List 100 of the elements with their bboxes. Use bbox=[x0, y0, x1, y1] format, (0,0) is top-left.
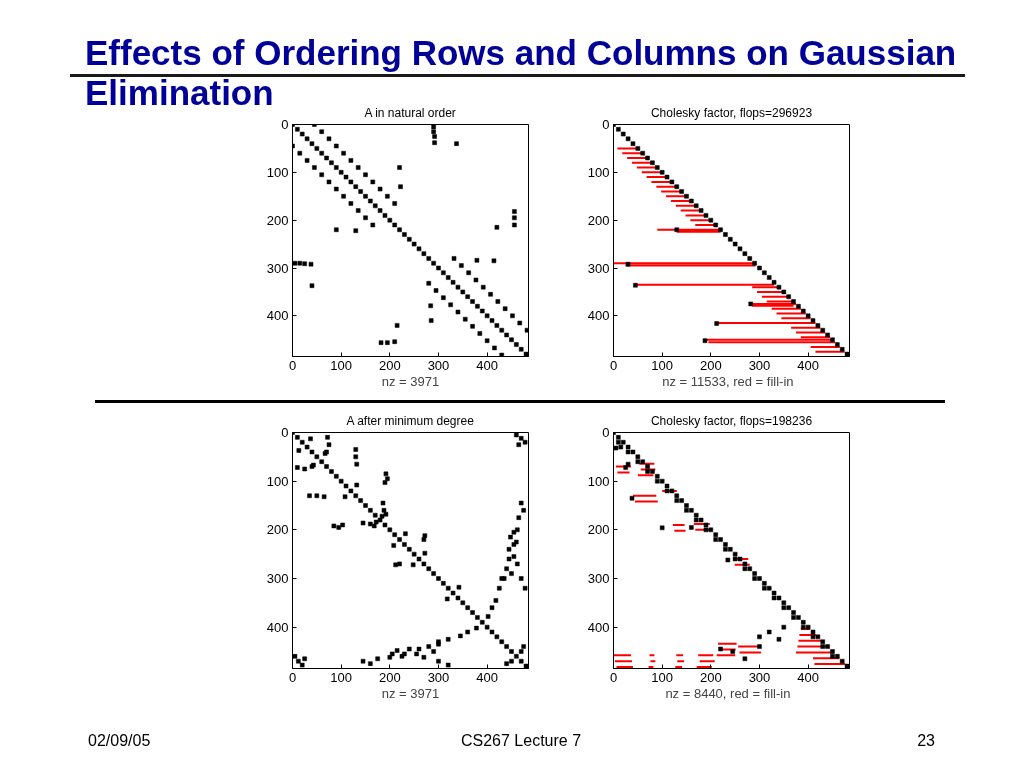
point bbox=[689, 198, 694, 204]
point bbox=[820, 327, 825, 333]
point bbox=[830, 337, 835, 343]
y-tick-label: 100 bbox=[266, 164, 289, 180]
x-tick-label: 300 bbox=[427, 357, 450, 373]
point bbox=[698, 208, 704, 213]
x-tick-label: 400 bbox=[476, 357, 498, 373]
point bbox=[620, 131, 626, 137]
y-tick-label: 200 bbox=[266, 522, 289, 538]
point bbox=[835, 342, 840, 347]
point bbox=[766, 275, 772, 280]
x-tick-label: 300 bbox=[427, 669, 450, 685]
point bbox=[640, 150, 645, 156]
point bbox=[810, 318, 816, 323]
point bbox=[801, 308, 806, 314]
x-tick-label: 100 bbox=[651, 669, 674, 685]
point bbox=[718, 227, 723, 232]
y-tick-label: 200 bbox=[587, 522, 610, 538]
point bbox=[844, 351, 850, 357]
point bbox=[702, 338, 708, 343]
chart-title: A after minimum degree bbox=[346, 413, 475, 428]
point bbox=[839, 347, 845, 352]
point bbox=[625, 261, 631, 267]
y-tick-label: 0 bbox=[281, 117, 289, 132]
point bbox=[825, 332, 830, 338]
y-tick-label: 100 bbox=[266, 473, 289, 489]
x-tick-label: 400 bbox=[797, 357, 819, 373]
point bbox=[684, 194, 689, 199]
point bbox=[655, 165, 660, 170]
x-tick-label: 200 bbox=[699, 357, 722, 373]
point bbox=[625, 136, 631, 142]
point bbox=[659, 170, 665, 175]
point bbox=[708, 217, 714, 223]
point bbox=[748, 301, 753, 307]
x-tick-label: 300 bbox=[748, 669, 771, 685]
text: 02/09/05 bbox=[88, 731, 151, 751]
point bbox=[693, 203, 699, 209]
point bbox=[815, 323, 821, 328]
point bbox=[713, 222, 718, 228]
x-tick-label: 400 bbox=[797, 669, 819, 685]
point bbox=[645, 155, 650, 161]
point bbox=[674, 184, 680, 189]
y-tick-label: 200 bbox=[587, 212, 610, 228]
point bbox=[703, 213, 709, 218]
x-axis-title: nz = 3971 bbox=[381, 373, 440, 389]
point bbox=[771, 280, 777, 285]
x-tick-label: 100 bbox=[651, 357, 674, 373]
point bbox=[732, 241, 738, 247]
point bbox=[650, 160, 655, 166]
point bbox=[747, 256, 752, 261]
y-tick-label: 300 bbox=[587, 260, 610, 276]
point bbox=[757, 265, 762, 271]
point bbox=[742, 251, 748, 256]
x-tick-label: 100 bbox=[330, 669, 353, 685]
y-tick-label: 100 bbox=[587, 164, 610, 180]
chart-title: Cholesky factor, flops=296923 bbox=[650, 105, 813, 120]
point bbox=[674, 227, 680, 232]
point bbox=[714, 321, 719, 326]
y-tick-label: 300 bbox=[266, 570, 289, 586]
point bbox=[679, 189, 684, 194]
point bbox=[630, 141, 636, 146]
y-tick-label: 300 bbox=[587, 570, 610, 586]
x-tick-label: 200 bbox=[378, 357, 401, 373]
text: CS267 Lecture 7 bbox=[460, 731, 582, 751]
y-tick-label: 400 bbox=[587, 619, 610, 635]
y-tick-label: 400 bbox=[266, 619, 289, 635]
y-tick-label: 0 bbox=[602, 425, 610, 440]
x-axis-title: nz = 3971 bbox=[381, 685, 440, 701]
x-axis-title: nz = 11533, red = fill-in bbox=[662, 373, 794, 389]
point bbox=[762, 270, 767, 276]
point bbox=[635, 146, 641, 151]
y-tick-label: 200 bbox=[266, 212, 289, 228]
point bbox=[752, 260, 757, 266]
x-tick-label: 100 bbox=[330, 357, 353, 373]
chart-title: Cholesky factor, flops=198236 bbox=[650, 413, 813, 428]
point bbox=[616, 127, 621, 132]
x-tick-label: 200 bbox=[699, 669, 722, 685]
y-tick-label: 400 bbox=[266, 308, 289, 324]
x-tick-label: 200 bbox=[378, 669, 401, 685]
point bbox=[728, 237, 733, 242]
point bbox=[633, 282, 638, 288]
point bbox=[791, 299, 796, 304]
point bbox=[796, 304, 801, 309]
point bbox=[805, 313, 811, 319]
point bbox=[781, 289, 787, 295]
y-tick-label: 0 bbox=[281, 425, 289, 440]
point bbox=[786, 294, 791, 299]
y-tick-label: 400 bbox=[587, 308, 610, 324]
point bbox=[776, 284, 782, 290]
y-tick-label: 300 bbox=[266, 260, 289, 276]
point bbox=[664, 174, 670, 180]
y-tick-label: 100 bbox=[587, 473, 610, 489]
point bbox=[669, 179, 675, 185]
text: 23 bbox=[917, 731, 935, 751]
x-tick-label: 400 bbox=[476, 669, 498, 685]
x-axis-title: nz = 8440, red = fill-in bbox=[665, 685, 791, 701]
x-tick-label: 300 bbox=[748, 357, 771, 373]
point bbox=[737, 246, 743, 252]
y-tick-label: 0 bbox=[602, 117, 610, 132]
point bbox=[723, 232, 728, 237]
